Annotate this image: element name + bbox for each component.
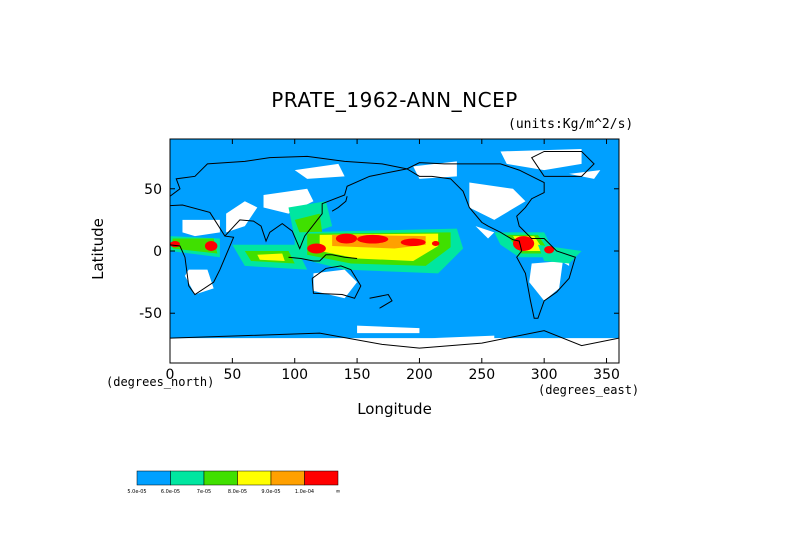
coastline xyxy=(530,150,595,177)
dry-region xyxy=(357,325,420,334)
x-tick-label: 100 xyxy=(281,367,308,383)
colorbar-swatch xyxy=(304,470,339,486)
colorbar-label: 1.0e-04 xyxy=(295,489,314,495)
heavy-precip-region xyxy=(335,233,358,244)
coastline xyxy=(170,330,619,349)
x-axis-label: Longitude xyxy=(0,400,789,418)
coastline xyxy=(369,293,393,309)
dry-region xyxy=(182,219,220,237)
dry-region xyxy=(294,163,345,179)
heavy-precip-region xyxy=(400,238,426,247)
colorbar-swatch xyxy=(170,470,205,486)
coastline xyxy=(288,254,358,262)
colorbar-swatch xyxy=(203,470,238,486)
dry-region xyxy=(500,148,582,171)
dry-region xyxy=(529,260,563,301)
heavy-precip-region xyxy=(307,243,326,254)
x-tick-label: 150 xyxy=(344,367,371,383)
colorbar-swatch xyxy=(237,470,272,486)
colorbar-label: 6.0e-05 xyxy=(161,489,180,495)
dry-region xyxy=(569,170,601,179)
dry-region xyxy=(184,269,214,295)
colorbar: 5.0e-05 6.0e-05 7e-05 8.0e-05 9.0e-05 1.0e-04… xyxy=(127,470,341,495)
heavy-precip-region xyxy=(357,234,389,244)
coastline xyxy=(170,204,235,296)
coastline xyxy=(311,265,362,299)
heavy-precip-region xyxy=(431,241,440,247)
chart-title: PRATE_1962-ANN_NCEP xyxy=(271,88,518,112)
dry-region xyxy=(475,226,495,239)
coastline xyxy=(224,168,408,250)
heavy-precip-region xyxy=(512,236,535,252)
x-tick-label: 350 xyxy=(593,367,620,383)
colorbar-swatch xyxy=(136,470,171,486)
y-tick-label: -50 xyxy=(139,306,162,322)
colorbar-end-label: ∞ xyxy=(336,488,341,495)
colorbar-label: 5.0e-05 xyxy=(127,489,146,495)
x-tick-label: 200 xyxy=(406,367,433,383)
precip-region-level-3 xyxy=(257,253,285,261)
x-tick-label: 0 xyxy=(166,367,175,383)
coastline xyxy=(331,196,348,212)
coastline xyxy=(406,162,576,319)
x-units-label: (degrees_east) xyxy=(538,383,640,397)
heavy-precip-region xyxy=(204,241,218,251)
x-tick-label: 50 xyxy=(223,367,241,383)
y-tick-label: 50 xyxy=(144,182,162,198)
colorbar-label: 7e-05 xyxy=(197,489,211,495)
y-units-label: (degrees_north) xyxy=(106,375,215,389)
y-axis-label: Latitude xyxy=(89,218,107,280)
units-label: (units:Kg/m^2/s) xyxy=(508,117,634,132)
precip-region-level-2 xyxy=(294,213,323,237)
colorbar-label: 8.0e-05 xyxy=(228,489,247,495)
dry-region xyxy=(413,161,457,179)
y-tick-label: 0 xyxy=(153,244,162,260)
precip-region-level-2 xyxy=(172,238,218,254)
x-tick-label: 250 xyxy=(468,367,495,383)
heavy-precip-region xyxy=(544,246,555,254)
dry-region xyxy=(170,338,619,363)
dry-region xyxy=(469,182,526,220)
x-axis-label-text: Longitude xyxy=(357,400,432,418)
colorbar-swatch xyxy=(270,470,305,486)
dry-region xyxy=(313,269,358,299)
colorbar-label: 9.0e-05 xyxy=(261,489,280,495)
coastline xyxy=(170,155,408,197)
x-tick-label: 300 xyxy=(531,367,558,383)
dry-region xyxy=(226,201,258,233)
dry-region xyxy=(431,335,495,341)
